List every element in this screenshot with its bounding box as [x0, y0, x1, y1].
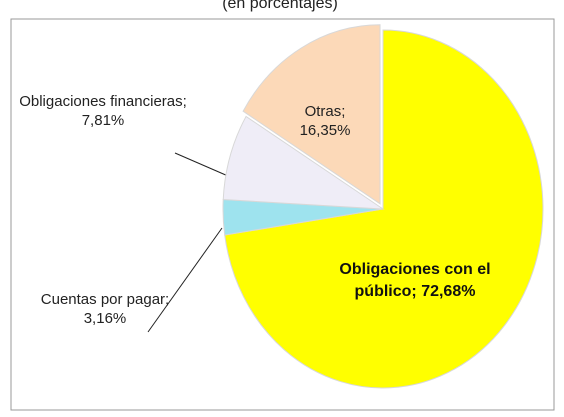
pie-slice [222, 115, 385, 210]
data-label: Obligaciones financieras; 7,81% [19, 93, 187, 129]
leader-line [174, 152, 229, 177]
data-label: Obligaciones con el público; 72,68% [339, 261, 491, 300]
chart-subtitle: (en porcentajes) [222, 0, 338, 12]
leader-line [147, 227, 223, 333]
data-label: Cuentas por pagar; 3,16% [40, 291, 170, 327]
data-label: Otras; 16,35% [299, 103, 351, 139]
pie-slice [242, 24, 381, 205]
